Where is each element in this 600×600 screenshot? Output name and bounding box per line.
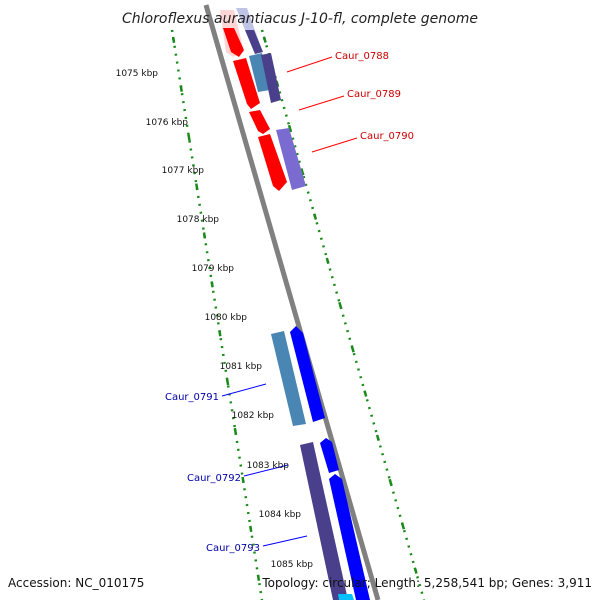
gene-feature[interactable]: [233, 58, 260, 109]
gene-label-caur-0790[interactable]: Caur_0790: [360, 131, 414, 142]
gene-label-caur-0792[interactable]: Caur_0792: [187, 473, 241, 484]
gene-feature[interactable]: [329, 474, 370, 600]
gene-feature[interactable]: [258, 134, 287, 191]
ruler-label-1080: 1080 kbp: [205, 313, 248, 323]
gene-label-caur-0789[interactable]: Caur_0789: [347, 89, 401, 100]
ruler-major-tick: [233, 427, 238, 435]
ruler-label-1083: 1083 kbp: [247, 461, 290, 471]
inner-ring-tick: [401, 523, 406, 530]
inner-ring-tick: [313, 213, 318, 220]
gene-feature[interactable]: [261, 53, 281, 103]
genome-summary-text: Topology: circular; Length: 5,258,541 bp…: [261, 576, 592, 590]
gene-leader-lines: [221, 56, 358, 547]
inner-ring-tick: [350, 346, 355, 353]
accession-text: Accession: NC_010175: [8, 576, 144, 590]
map-title: Chloroflexus aurantiacus J-10-fl, comple…: [122, 11, 478, 27]
forward-strand-genes: [220, 8, 306, 191]
ruler-dotted-ring: [170, 29, 264, 600]
leader-line-caur-0792: [243, 464, 289, 477]
inner-ring-tick: [413, 567, 418, 574]
gene-feature[interactable]: [276, 128, 306, 190]
leader-line-caur-0790: [311, 137, 358, 153]
ruler-labels: 1075 kbp 1076 kbp 1077 kbp 1078 kbp 1079…: [116, 69, 314, 570]
ruler-label-1076: 1076 kbp: [146, 118, 189, 128]
gene-feature[interactable]: [300, 442, 348, 600]
inner-ring-tick: [262, 36, 267, 43]
ruler-major-tick: [218, 330, 222, 337]
gene-feature[interactable]: [338, 594, 354, 600]
gene-label-caur-0791[interactable]: Caur_0791: [165, 392, 219, 403]
gene-feature[interactable]: [320, 438, 339, 473]
inner-dotted-ring: [260, 29, 426, 600]
ruler-label-1075: 1075 kbp: [116, 69, 159, 79]
ruler-major-tick: [187, 134, 191, 141]
leader-line-caur-0793: [262, 535, 308, 547]
inner-ring-tick: [300, 169, 305, 176]
genome-backbone: [203, 4, 381, 600]
inner-ring-tick: [375, 434, 380, 442]
gene-feature[interactable]: [249, 53, 270, 92]
ruler-major-tick: [256, 574, 261, 581]
inner-ring-tick: [287, 124, 292, 132]
ruler-major-tick: [179, 85, 183, 92]
ruler-label-1077: 1077 kbp: [162, 166, 205, 176]
ruler-label-1079: 1079 kbp: [192, 264, 235, 274]
gene-label-caur-0793[interactable]: Caur_0793: [206, 543, 260, 554]
gene-labels: Caur_0788 Caur_0789 Caur_0790 Caur_0791 …: [165, 51, 414, 554]
leader-line-caur-0789: [298, 95, 345, 111]
leader-line-caur-0791: [221, 383, 267, 397]
gene-feature[interactable]: [245, 30, 263, 54]
gene-label-caur-0788[interactable]: Caur_0788: [335, 51, 389, 62]
ruler-major-tick: [202, 232, 207, 239]
inner-ring-tick: [338, 301, 343, 309]
reverse-strand-genes: [271, 326, 370, 600]
inner-ring-tick: [363, 390, 368, 397]
ruler-major-tick: [195, 183, 199, 190]
ruler-label-1082: 1082 kbp: [232, 411, 275, 421]
leader-line-caur-0788: [286, 56, 333, 73]
gene-feature[interactable]: [271, 331, 306, 426]
ruler-major-tick: [210, 281, 214, 288]
ruler-major-tick: [249, 525, 253, 532]
ruler-major-tick: [241, 476, 245, 484]
gene-feature[interactable]: [223, 28, 244, 57]
ruler-label-1084: 1084 kbp: [259, 510, 302, 520]
ruler-label-1078: 1078 kbp: [177, 215, 220, 225]
ruler-major-tick: [225, 378, 230, 386]
ruler-label-1081: 1081 kbp: [220, 362, 263, 372]
ruler-major-ticks: [171, 36, 261, 581]
inner-ring-tick: [388, 478, 393, 486]
gene-feature[interactable]: [290, 326, 325, 422]
ruler-label-1085: 1085 kbp: [271, 560, 314, 570]
inner-ring-tick: [325, 257, 330, 265]
ruler-major-tick: [171, 36, 176, 43]
gene-feature[interactable]: [249, 110, 270, 134]
